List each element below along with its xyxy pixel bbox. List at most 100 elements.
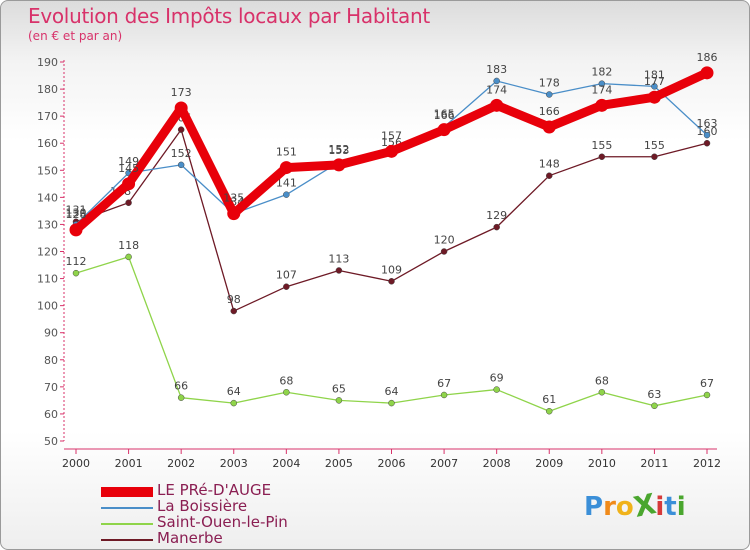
x-tick-label: 2009 (535, 457, 563, 470)
data-label: 166 (539, 105, 560, 118)
data-label: 145 (118, 162, 139, 175)
data-label: 66 (174, 380, 188, 393)
data-label: 68 (279, 374, 293, 387)
legend-label: Saint-Ouen-le-Pin (157, 513, 288, 531)
data-point (595, 98, 609, 112)
x-tick-label: 2006 (378, 457, 406, 470)
data-point (703, 139, 711, 147)
data-label: 182 (591, 66, 612, 79)
data-label: 149 (118, 155, 139, 168)
data-point (385, 144, 398, 158)
legend-label: La Boissière (157, 497, 248, 515)
data-point (279, 161, 293, 175)
y-tick-label: 120 (37, 246, 58, 259)
y-tick-label: 130 (37, 218, 58, 231)
data-label: 151 (276, 146, 297, 159)
x-tick-label: 2001 (115, 457, 143, 470)
data-point (125, 253, 132, 261)
data-label: 64 (385, 385, 399, 398)
data-point (703, 131, 711, 139)
chart-legend: LE PRé-D'AUGE La Boissière Saint-Ouen-le… (101, 481, 361, 548)
data-label: 112 (66, 255, 87, 268)
data-point (72, 269, 80, 277)
x-tick-label: 2012 (693, 457, 721, 470)
data-label: 186 (697, 51, 718, 64)
data-point (542, 120, 556, 134)
data-point (388, 278, 395, 285)
data-label: 163 (697, 117, 718, 130)
data-point (283, 191, 290, 198)
y-tick-label: 50 (44, 435, 58, 448)
y-tick-label: 90 (44, 327, 58, 340)
legend-item: LE PRé-D'AUGE (101, 481, 361, 500)
data-point (651, 402, 658, 410)
data-point (647, 90, 661, 104)
data-point (700, 66, 714, 80)
data-label: 131 (66, 204, 87, 217)
data-label: 129 (486, 209, 507, 222)
y-tick-label: 110 (37, 273, 58, 286)
logo-letter: P (584, 492, 604, 522)
data-point (177, 126, 185, 133)
logo-letter: r (603, 492, 616, 522)
data-point (122, 177, 136, 191)
x-tick-label: 2003 (220, 457, 248, 470)
data-point (388, 399, 395, 407)
data-label: 174 (591, 83, 612, 96)
data-point (440, 248, 448, 255)
data-point (440, 391, 448, 399)
chart-title: Evolution des Impôts locaux par Habitant (28, 4, 430, 28)
data-point (493, 223, 500, 231)
data-label: 113 (328, 252, 349, 265)
data-label: 128 (66, 208, 87, 221)
data-label: 67 (437, 377, 451, 390)
data-point (283, 389, 290, 396)
data-point (335, 397, 343, 404)
legend-label: LE PRé-D'AUGE (157, 481, 272, 499)
data-label: 153 (328, 144, 349, 157)
data-point (546, 407, 553, 415)
x-tick-label: 2005 (325, 457, 353, 470)
data-point (230, 399, 237, 407)
legend-item: Saint-Ouen-le-Pin (101, 513, 361, 532)
data-label: 65 (332, 382, 346, 395)
data-label: 61 (542, 393, 556, 406)
data-label: 120 (434, 234, 455, 247)
data-point (437, 123, 451, 137)
y-tick-label: 170 (37, 110, 58, 123)
x-tick-label: 2011 (640, 457, 668, 470)
data-point (651, 153, 658, 160)
data-point (598, 153, 606, 160)
data-point (69, 223, 83, 237)
data-label: 173 (171, 86, 192, 99)
x-tick-label: 2000 (62, 457, 90, 470)
data-point (174, 101, 188, 115)
logo-letter: i (676, 492, 686, 522)
logo-letter: o (615, 492, 634, 522)
chart-subtitle: (en € et par an) (28, 29, 123, 43)
x-tick-label: 2002 (167, 457, 195, 470)
data-label: 98 (227, 293, 241, 306)
x-tick-label: 2010 (588, 457, 616, 470)
data-label: 141 (276, 177, 297, 190)
logo-letter: i (655, 492, 665, 522)
data-point (703, 391, 711, 399)
x-tick-label: 2008 (483, 457, 511, 470)
data-label: 152 (171, 147, 192, 160)
y-tick-label: 100 (37, 300, 58, 313)
data-label: 160 (697, 125, 718, 138)
data-label: 178 (539, 76, 560, 89)
data-label: 155 (591, 139, 612, 152)
data-point (651, 83, 658, 90)
y-tick-label: 80 (44, 354, 58, 367)
data-label: 157 (381, 129, 402, 142)
data-label: 107 (276, 269, 297, 282)
y-tick-label: 150 (37, 164, 58, 177)
data-point (227, 207, 241, 221)
data-point (177, 394, 185, 401)
data-point (332, 158, 346, 172)
data-point (177, 161, 185, 169)
data-point (335, 267, 343, 274)
